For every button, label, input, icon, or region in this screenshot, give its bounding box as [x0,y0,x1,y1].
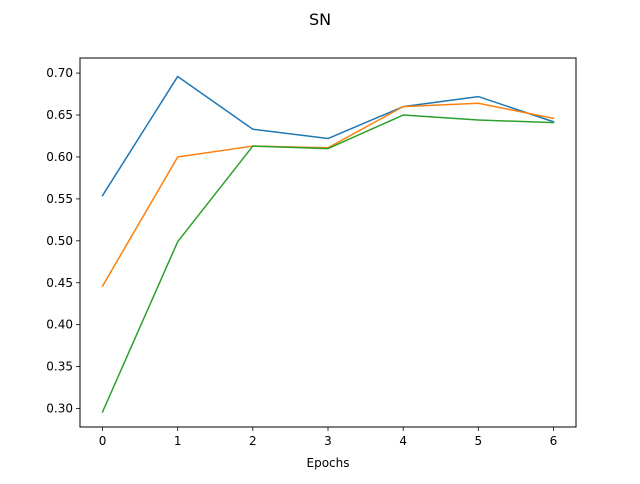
y-tick-label: 0.60 [46,150,73,164]
x-tick-label: 6 [550,434,558,448]
y-tick-label: 0.35 [46,360,73,374]
y-tick-label: 0.55 [46,192,73,206]
y-tick-label: 0.45 [46,276,73,290]
x-tick-label: 1 [174,434,182,448]
y-axis: 0.30 0.35 0.40 0.45 0.50 0.55 0.60 0.65 0.70 [46,66,80,416]
y-tick-label: 0.70 [46,66,73,80]
series-line-1 [101,75,555,197]
y-tick-label: 0.65 [46,108,73,122]
x-tick-label: 2 [249,434,257,448]
x-tick-label: 0 [99,434,107,448]
x-tick-label: 3 [324,434,332,448]
x-axis-label: Epochs [307,456,350,470]
y-tick-label: 0.30 [46,402,73,416]
x-tick-label: 5 [474,434,482,448]
x-tick-label: 4 [399,434,407,448]
y-tick-label: 0.50 [46,234,73,248]
series-line-3 [101,114,555,413]
y-tick-label: 0.40 [46,318,73,332]
series-layer [101,75,555,413]
series-line-2 [101,102,555,288]
x-axis: 0 1 2 3 4 5 6 [99,427,558,448]
chart-title: SN [309,10,331,29]
